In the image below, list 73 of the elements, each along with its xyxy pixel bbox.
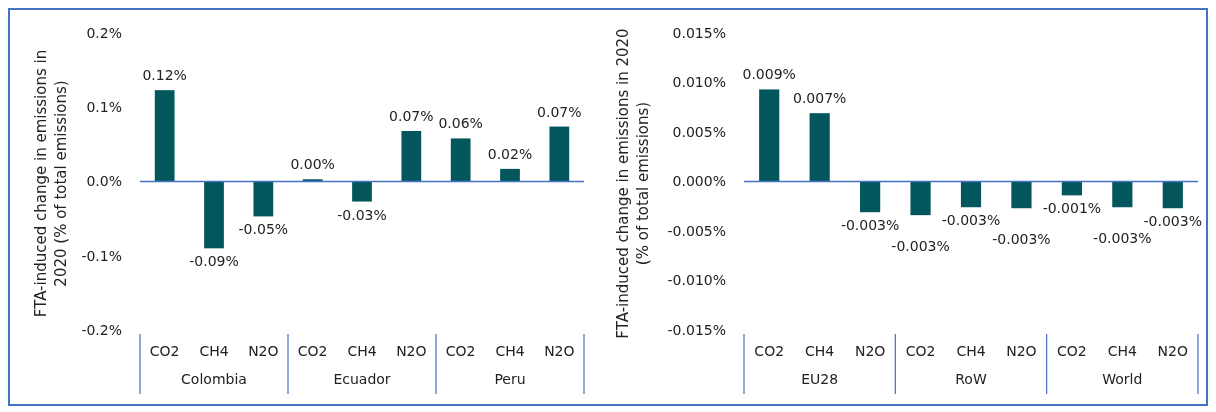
- text: Peru: [494, 371, 526, 387]
- x-tick-label: CH4: [805, 343, 835, 359]
- y-tick-label: 0.0%: [86, 173, 122, 190]
- x-tick-label: CH4: [1107, 343, 1138, 359]
- y-tick-label: 0.000%: [672, 173, 726, 190]
- y-tick-label: 0.010%: [672, 74, 726, 91]
- x-tick-label: N2O: [854, 343, 886, 359]
- x-tick-label: N2O: [1006, 343, 1037, 359]
- y-axis-title: FTA-induced change in emissions in 2020 (% of total emissions): [614, 28, 652, 339]
- data-label: -0.003%: [840, 217, 900, 234]
- bar: [910, 181, 931, 216]
- y-tick-label: -0.005%: [667, 222, 726, 239]
- y-tick-label: -0.015%: [667, 321, 726, 338]
- bar: [1011, 181, 1032, 209]
- bar: [204, 181, 224, 249]
- x-tick-label: CH4: [495, 343, 525, 359]
- x-tick-label: CH4: [347, 343, 377, 359]
- y-tick-label: -0.010%: [667, 272, 726, 289]
- bar: [1162, 181, 1183, 209]
- x-tick-label: N2O: [248, 343, 279, 359]
- data-label: -0.003%: [992, 231, 1051, 248]
- data-label: 0.007%: [792, 90, 847, 107]
- data-label: -0.003%: [1143, 213, 1202, 230]
- bar: [352, 181, 372, 202]
- data-label: 0.00%: [290, 156, 335, 173]
- x-tick-label: CO2: [754, 343, 785, 359]
- text: EU28: [801, 371, 839, 387]
- y-tick-label: 0.015%: [672, 24, 726, 41]
- text: Ecuador: [333, 371, 391, 387]
- bar: [500, 168, 520, 182]
- data-label: 0.12%: [142, 67, 187, 84]
- y-tick-label: 0.1%: [86, 99, 122, 116]
- bar: [401, 131, 422, 182]
- x-tick-label: N2O: [544, 343, 575, 359]
- data-label: -0.09%: [189, 253, 239, 270]
- data-label: 0.07%: [537, 103, 582, 120]
- text: Colombia: [181, 371, 247, 387]
- text: RoW: [955, 371, 987, 387]
- bar: [1061, 181, 1082, 196]
- data-label: -0.003%: [891, 238, 950, 255]
- y-tick-label: 0.005%: [672, 123, 726, 140]
- bar: [1112, 181, 1133, 208]
- bar: [809, 113, 830, 182]
- data-label: 0.06%: [438, 115, 483, 132]
- data-label: -0.05%: [238, 221, 289, 238]
- bar: [860, 181, 881, 213]
- text: World: [1102, 371, 1143, 387]
- x-tick-label: CH4: [199, 343, 229, 359]
- data-label: 0.009%: [742, 66, 796, 83]
- bar: [960, 181, 982, 208]
- data-label: -0.03%: [337, 206, 387, 223]
- x-tick-label: N2O: [396, 343, 427, 359]
- x-tick-label: CH4: [956, 343, 986, 359]
- data-label: -0.003%: [1093, 230, 1152, 247]
- bar: [253, 181, 274, 217]
- x-tick-label: CO2: [445, 343, 476, 359]
- bar: [759, 89, 780, 182]
- x-tick-label: CO2: [149, 343, 180, 359]
- data-label: -0.003%: [941, 212, 1001, 229]
- x-tick-label: N2O: [1157, 343, 1188, 359]
- y-tick-label: -0.1%: [81, 247, 122, 264]
- y-tick-label: -0.2%: [81, 321, 122, 338]
- data-label: 0.02%: [487, 145, 533, 162]
- x-tick-label: CO2: [297, 343, 328, 359]
- x-tick-label: CO2: [905, 343, 936, 359]
- y-tick-label: 0.2%: [86, 24, 122, 41]
- bar: [549, 126, 570, 182]
- data-label: 0.07%: [389, 108, 434, 125]
- y-axis-title: FTA-induced change in emissions in 2020 (% of total emissions): [32, 49, 70, 318]
- bar: [450, 138, 471, 182]
- data-label: -0.001%: [1042, 200, 1102, 217]
- bar: [154, 90, 175, 182]
- x-tick-label: CO2: [1057, 343, 1087, 359]
